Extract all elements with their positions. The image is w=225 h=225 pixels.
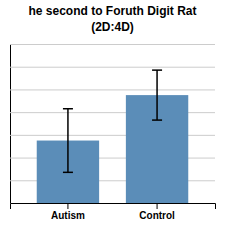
error-bar-cap: [152, 69, 162, 71]
y-tick: [10, 67, 215, 68]
error-bar-cap: [63, 172, 73, 174]
error-bar-cap: [63, 108, 73, 110]
marks: [37, 70, 189, 203]
y-axis-line: [11, 45, 216, 204]
error-bar-stem: [67, 109, 69, 173]
error-bar: [63, 109, 73, 173]
x-tick: Autism: [51, 203, 85, 221]
x-tick-label: Control: [139, 210, 175, 221]
chart: he second to Foruth Digit Rat (2D:4D) Auti…: [0, 0, 225, 225]
x-axis-line: [11, 204, 216, 210]
grid-line: [10, 44, 215, 45]
error-bar-cap: [152, 119, 162, 121]
y-axis: [10, 45, 215, 204]
title: he second to Foruth Digit Rat: [29, 4, 197, 18]
plot: Autism Control: [10, 45, 216, 222]
x-tick-mark: [157, 203, 158, 209]
error-bar-stem: [156, 70, 158, 120]
x-tick-label: Autism: [51, 210, 85, 221]
subtitle: (2D:4D): [91, 20, 134, 34]
x-tick: Control: [139, 203, 175, 221]
x-tick-mark: [67, 203, 68, 209]
grid-line: [10, 67, 215, 68]
error-bar: [152, 70, 162, 120]
grid-line: [10, 89, 215, 90]
x-axis: Autism Control: [11, 203, 216, 221]
y-tick: [10, 89, 215, 90]
y-tick: [10, 44, 215, 45]
